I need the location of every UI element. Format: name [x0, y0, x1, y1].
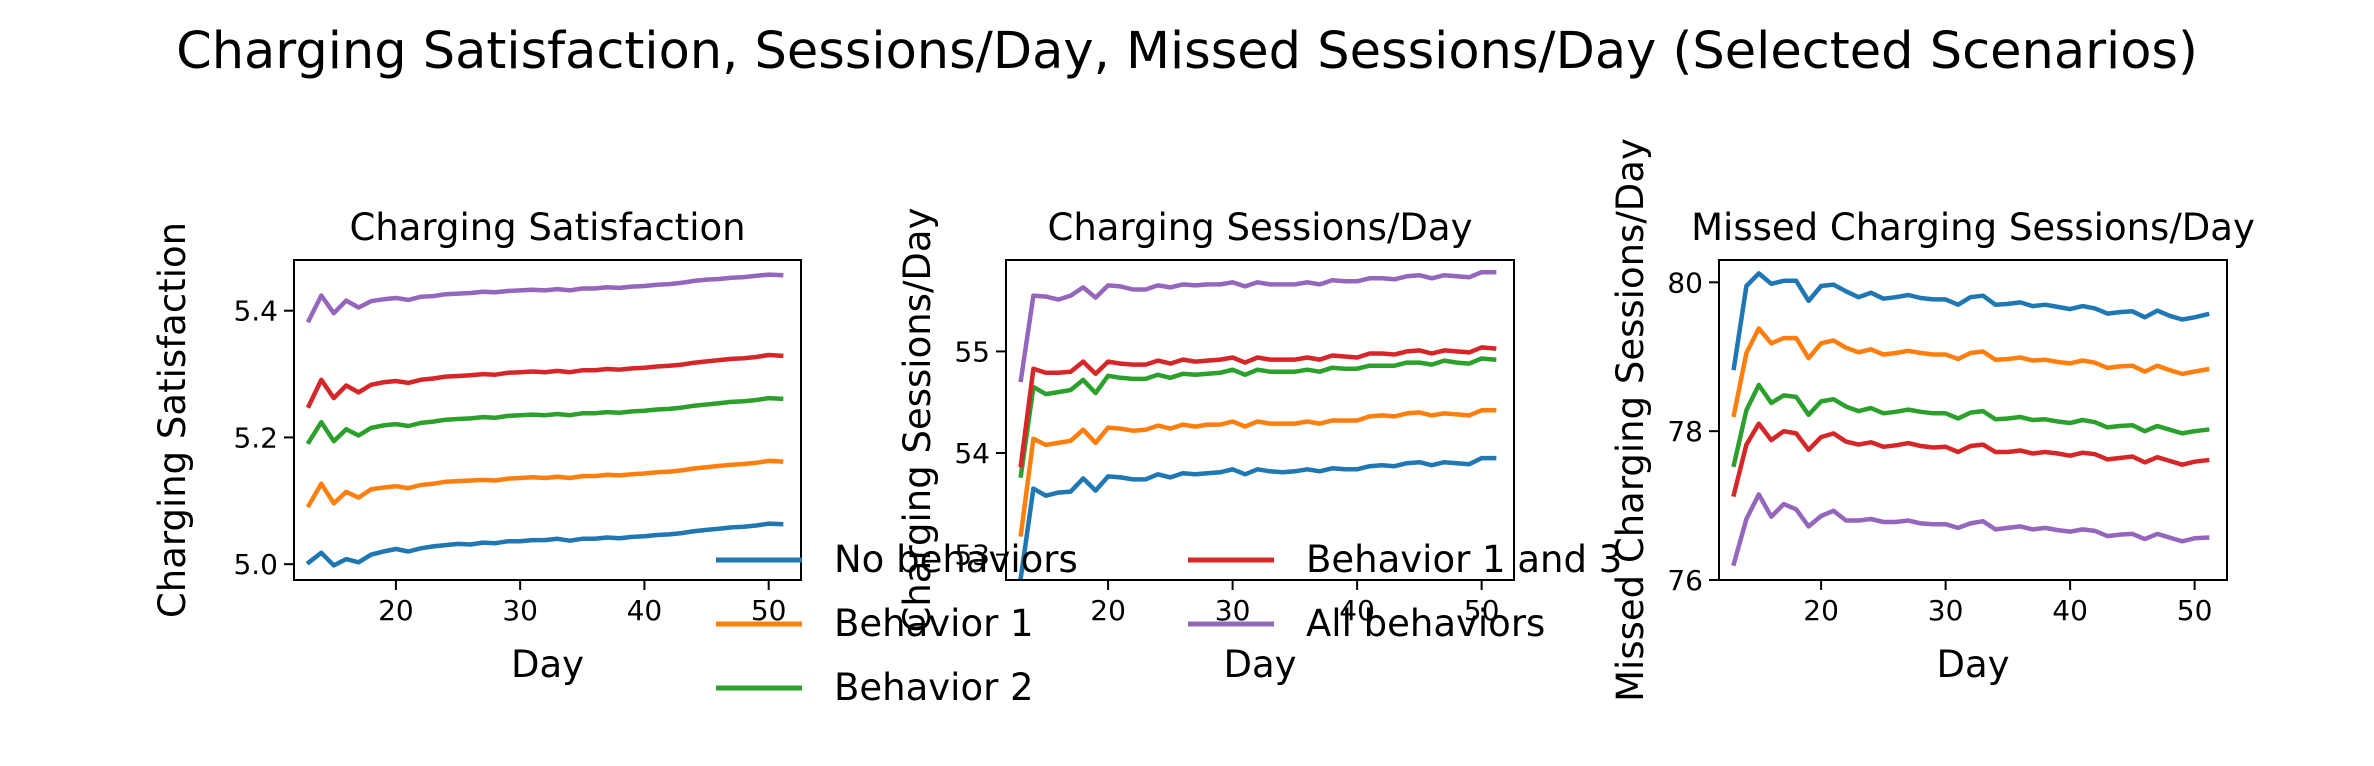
series-line-sessions-0 [1018, 455, 1497, 580]
legend-label: Behavior 1 [834, 602, 1034, 645]
y-axis-label: Charging Sessions/Day [896, 208, 939, 633]
series-line-satisfaction-1 [305, 458, 784, 509]
y-tick-label: 80 [1667, 266, 1703, 299]
y-tick-label: 55 [954, 335, 990, 368]
legend-label: Behavior 1 and 3 [1306, 538, 1622, 581]
x-tick-label: 40 [2052, 594, 2088, 627]
x-tick-label: 30 [502, 594, 538, 627]
y-tick-label: 5.4 [233, 295, 278, 328]
y-axis-label: Missed Charging Sessions/Day [1609, 138, 1652, 702]
series-line-missed-sessions-4 [1731, 492, 2210, 567]
x-tick-label: 50 [1464, 594, 1500, 627]
x-tick-label: 30 [1928, 594, 1964, 627]
axes-frame [293, 259, 802, 581]
y-tick-label: 76 [1667, 564, 1703, 597]
y-tick-label: 53 [954, 539, 990, 572]
x-tick-label: 20 [1803, 594, 1839, 627]
y-tick-label: 54 [954, 437, 990, 470]
y-tick-label: 5.0 [233, 548, 278, 581]
panel-title: Missed Charging Sessions/Day [1691, 206, 2255, 249]
series-line-sessions-3 [1018, 345, 1497, 468]
chart-panel-missed-sessions: 20 30 40 50 76 78 80 Missed Charging Sessions/D… [1609, 138, 2255, 702]
x-axis-label: Day [511, 643, 584, 686]
x-tick-label: 50 [2177, 594, 2213, 627]
axes-frame [1005, 259, 1515, 581]
legend-label: All behaviors [1306, 602, 1545, 645]
series-line-satisfaction-3 [305, 352, 784, 409]
series-line-sessions-4 [1018, 269, 1497, 383]
panel-title: Charging Satisfaction [349, 206, 745, 249]
x-axis-label: Day [1223, 643, 1296, 686]
series-line-sessions-1 [1018, 408, 1497, 537]
figure-title: Charging Satisfaction, Sessions/Day, Mis… [176, 22, 2198, 81]
y-tick-label: 5.2 [233, 421, 278, 454]
series-line-satisfaction-4 [305, 272, 784, 324]
x-tick-label: 20 [1090, 594, 1126, 627]
y-tick-label: 78 [1667, 415, 1703, 448]
series-line-missed-sessions-3 [1731, 421, 2210, 498]
series-line-missed-sessions-1 [1731, 326, 2210, 418]
x-tick-label: 40 [627, 594, 663, 627]
series-line-missed-sessions-2 [1731, 382, 2210, 468]
axes-frame [1718, 259, 2228, 581]
legend: No behaviors Behavior 1 Behavior 2 Behavior… [716, 538, 1622, 709]
y-axis-label: Charging Satisfaction [151, 222, 194, 618]
x-axis-label: Day [1936, 643, 2009, 686]
panel-title: Charging Sessions/Day [1048, 206, 1473, 249]
series-line-satisfaction-2 [305, 395, 784, 446]
series-line-missed-sessions-0 [1731, 271, 2210, 371]
x-tick-label: 40 [1339, 594, 1375, 627]
series-line-sessions-2 [1018, 356, 1497, 478]
series-line-satisfaction-0 [305, 521, 784, 568]
legend-label: No behaviors [834, 538, 1078, 581]
legend-label: Behavior 2 [834, 666, 1034, 709]
x-tick-label: 20 [378, 594, 414, 627]
